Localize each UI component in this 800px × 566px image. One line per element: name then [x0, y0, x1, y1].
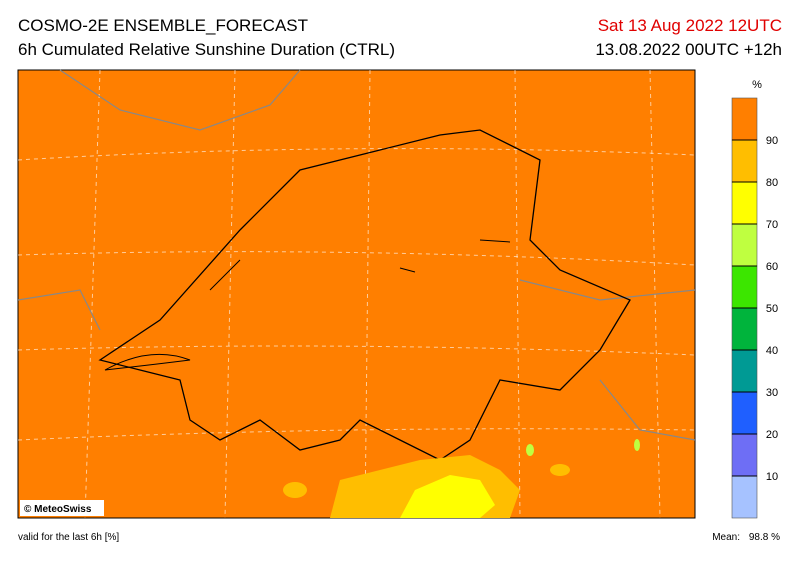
legend-tick-label: 80	[766, 177, 778, 189]
mean-value: 98.8 %	[749, 532, 780, 543]
legend: % 10 20 30 40 50 60 70 80 90	[731, 79, 778, 519]
subtitle: 6h Cumulated Relative Sunshine Duration …	[18, 40, 395, 59]
legend-tick-label: 70	[766, 219, 778, 231]
legend-swatch	[731, 265, 758, 309]
legend-tick-label: 10	[766, 471, 778, 483]
legend-swatch	[731, 307, 758, 351]
legend-tick-label: 20	[766, 429, 778, 441]
legend-tick-label: 30	[766, 387, 778, 399]
legend-tick-label: 90	[766, 135, 778, 147]
legend-swatch	[731, 475, 758, 519]
legend-swatch	[731, 97, 758, 141]
title: COSMO-2E ENSEMBLE_FORECAST	[18, 16, 308, 35]
legend-tick-label: 50	[766, 303, 778, 315]
legend-unit: %	[752, 79, 762, 91]
legend-swatch	[731, 391, 758, 435]
legend-swatch	[731, 433, 758, 477]
footer-note: valid for the last 6h [%]	[18, 532, 119, 543]
country-border	[98, 129, 631, 461]
legend-tick-label: 40	[766, 345, 778, 357]
legend-swatch	[731, 181, 758, 225]
credit: © MeteoSwiss	[24, 504, 92, 515]
legend-swatch	[731, 139, 758, 183]
credit-box	[20, 500, 104, 516]
regions	[17, 69, 696, 441]
mean-label: Mean:	[712, 532, 740, 543]
valid-date: Sat 13 Aug 2022 12UTC	[598, 16, 782, 35]
legend-swatch	[731, 223, 758, 267]
map-area	[17, 69, 696, 519]
legend-tick-label: 60	[766, 261, 778, 273]
run-time: 13.08.2022 00UTC +12h	[595, 40, 782, 59]
map: © MeteoSwiss	[17, 69, 696, 519]
low-sunshine-patches	[283, 439, 640, 518]
legend-swatch	[731, 349, 758, 393]
lakes	[104, 239, 511, 371]
